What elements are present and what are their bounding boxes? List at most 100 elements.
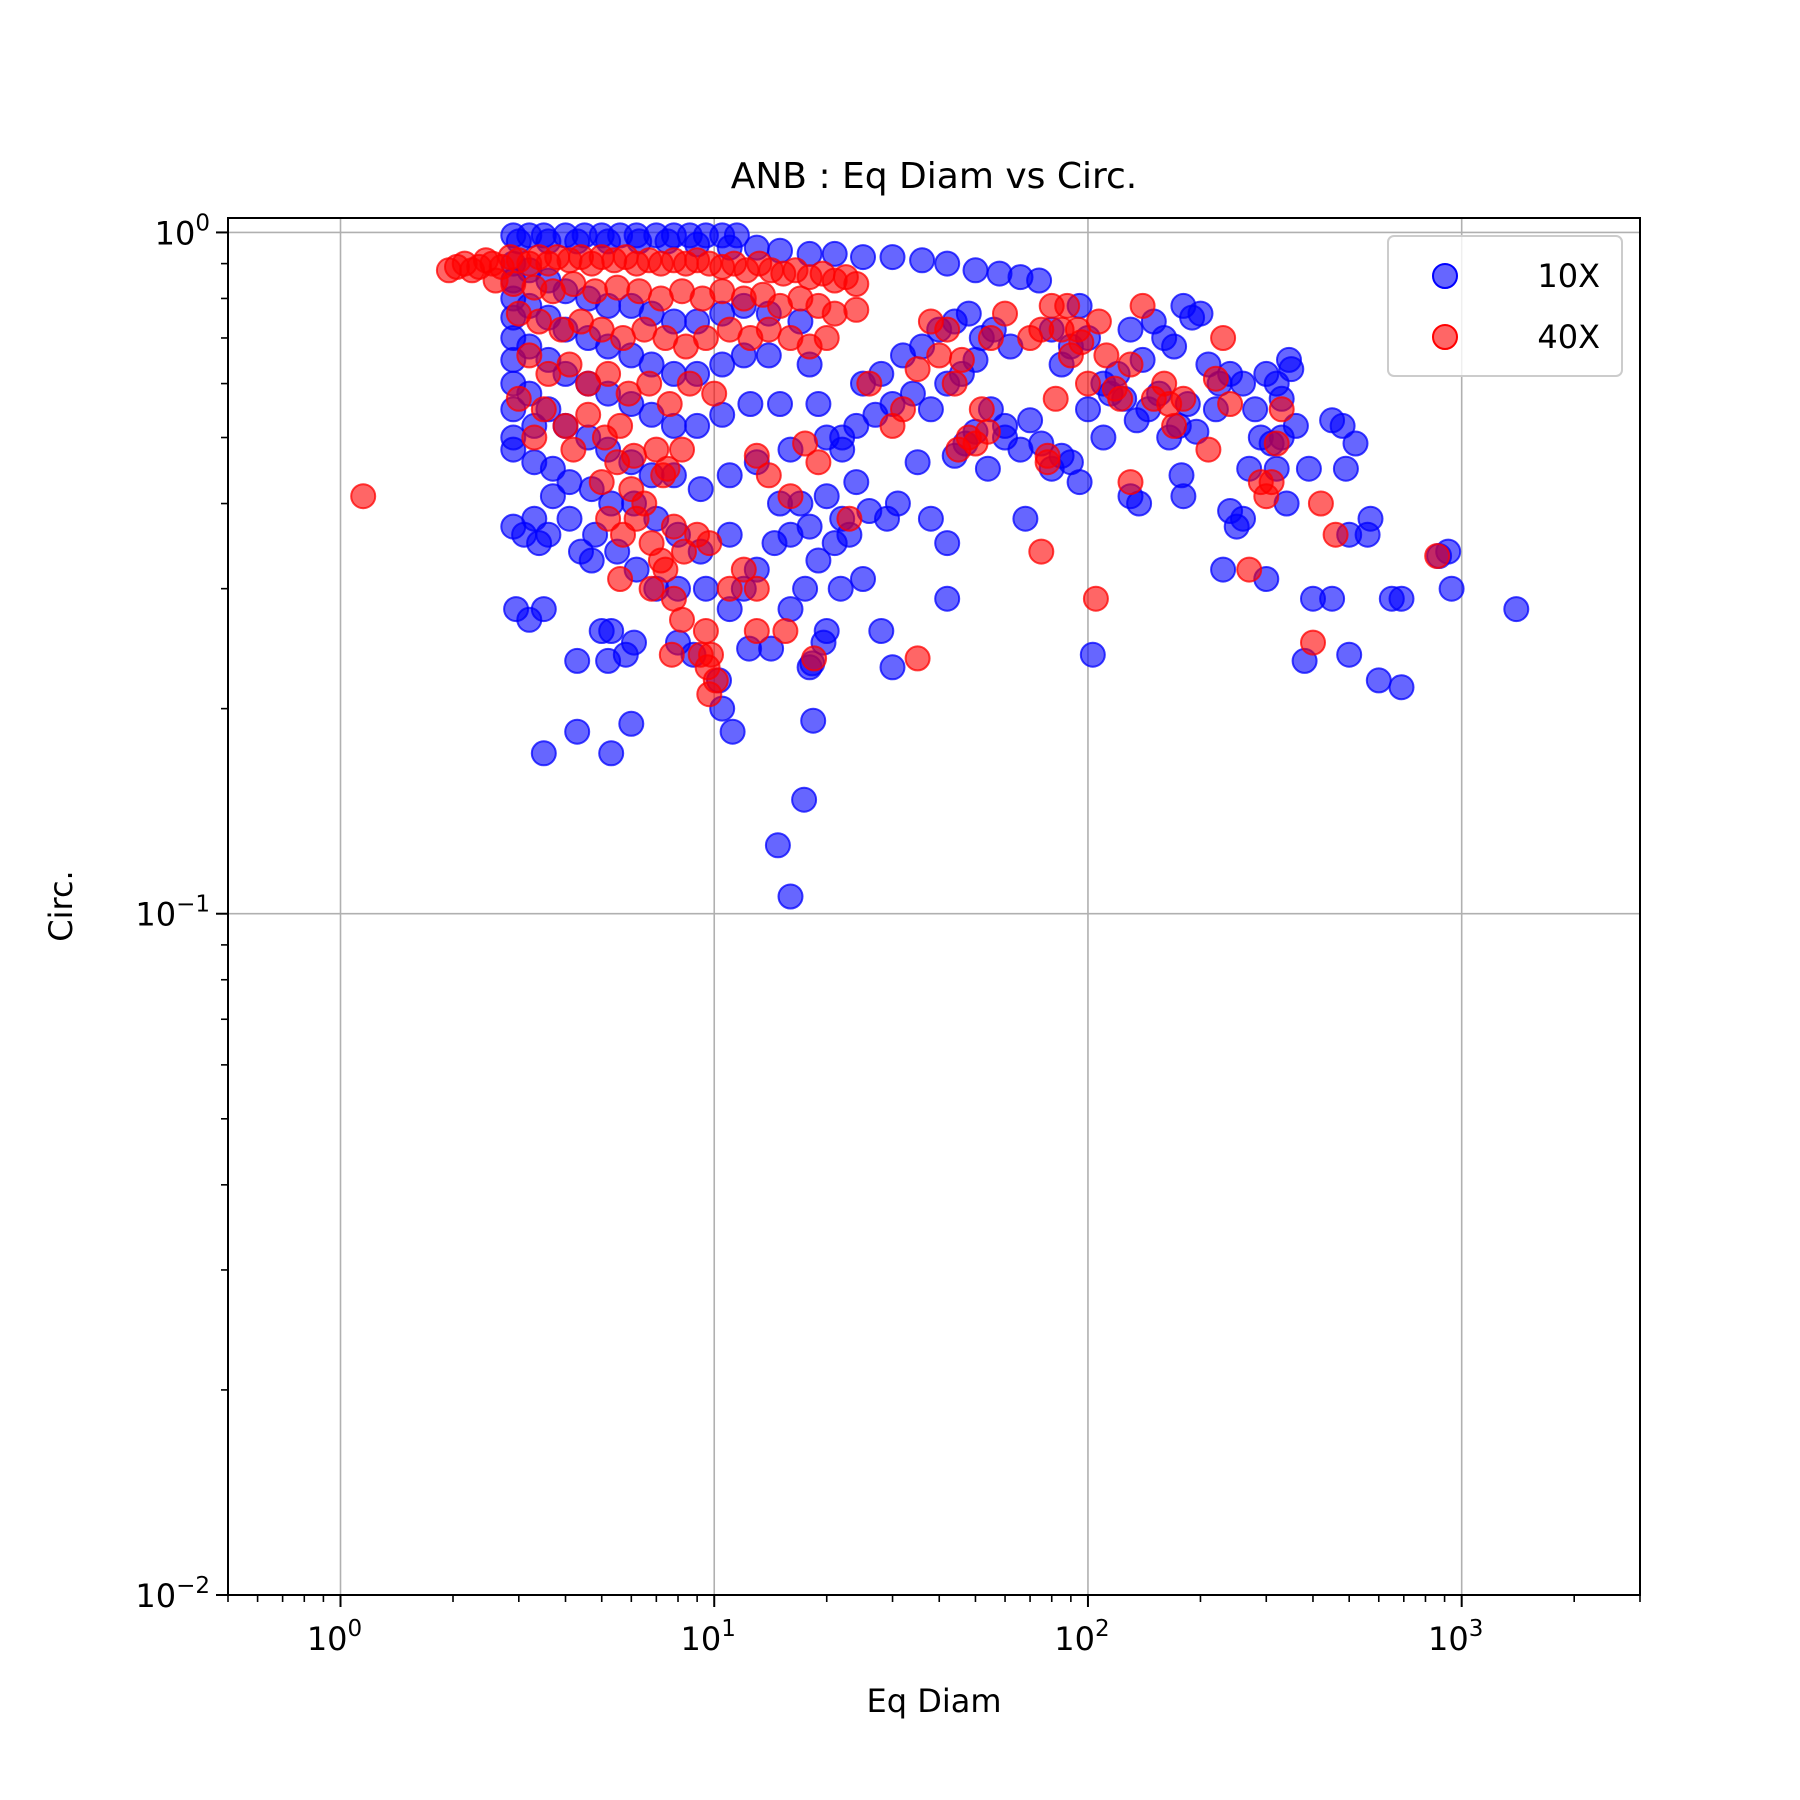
data-point — [521, 424, 548, 451]
data-point — [687, 476, 714, 503]
data-point — [1093, 342, 1120, 369]
x-tick-exponent: 3 — [1469, 1616, 1484, 1642]
data-point — [564, 718, 591, 745]
data-point — [1107, 385, 1134, 412]
data-point — [696, 681, 723, 708]
data-point — [890, 396, 916, 423]
data-point — [1329, 412, 1356, 439]
data-point — [1195, 436, 1222, 463]
x-tick-base: 10 — [1054, 1620, 1095, 1658]
data-point — [934, 250, 961, 277]
data-point — [607, 566, 634, 592]
data-point — [598, 618, 625, 644]
data-point — [904, 356, 931, 383]
data-point — [621, 629, 647, 656]
data-point — [791, 786, 818, 813]
x-tick-base: 10 — [1428, 1620, 1469, 1658]
data-point — [777, 883, 804, 910]
data-point — [843, 271, 870, 297]
legend-marker-40x — [1432, 324, 1458, 350]
data-point — [552, 412, 579, 439]
data-point — [1161, 412, 1188, 439]
data-point — [1066, 469, 1093, 496]
data-point — [1117, 316, 1144, 343]
data-point — [884, 490, 911, 517]
data-point — [1336, 641, 1363, 668]
data-point — [777, 596, 804, 623]
y-tick-label: 100 — [155, 210, 210, 252]
data-point — [1263, 430, 1290, 457]
data-point — [856, 370, 883, 397]
data-point — [948, 346, 975, 373]
data-point — [777, 483, 804, 510]
data-point — [934, 530, 961, 557]
data-point — [696, 530, 723, 557]
data-point — [1388, 585, 1415, 612]
data-point — [1170, 483, 1197, 510]
data-point — [1210, 556, 1237, 583]
data-point — [986, 260, 1013, 287]
data-point — [909, 247, 936, 274]
x-tick-base: 10 — [681, 1620, 722, 1658]
data-point — [1365, 667, 1392, 694]
data-point — [1268, 396, 1295, 423]
data-point — [650, 462, 677, 489]
data-point — [1026, 267, 1053, 294]
data-point — [764, 832, 791, 859]
data-point — [941, 370, 968, 397]
data-point — [1075, 370, 1101, 397]
data-point — [578, 547, 605, 574]
data-point — [1236, 556, 1263, 583]
data-point — [636, 370, 663, 397]
data-point — [813, 618, 840, 644]
x-tick-label: 102 — [1054, 1616, 1109, 1658]
data-point — [669, 606, 695, 633]
data-point — [626, 278, 653, 305]
data-point — [1342, 430, 1369, 457]
x-tick-base: 10 — [307, 1620, 348, 1658]
data-point — [968, 396, 995, 423]
data-point — [813, 325, 840, 351]
data-point — [556, 351, 583, 378]
y-tick-exponent: −1 — [176, 892, 210, 918]
data-point — [1278, 356, 1305, 383]
data-point — [955, 300, 982, 327]
data-point — [692, 575, 719, 602]
data-point — [1129, 292, 1156, 319]
data-point — [730, 556, 757, 583]
data-point — [917, 396, 944, 423]
y-tick-label: 10−1 — [135, 892, 210, 934]
data-point — [607, 412, 634, 439]
data-point — [660, 513, 687, 540]
data-point — [805, 391, 832, 417]
data-point — [1503, 596, 1530, 623]
data-point — [598, 740, 625, 767]
data-point — [1300, 629, 1326, 656]
data-point — [879, 654, 906, 681]
data-point — [1082, 585, 1109, 612]
data-point — [755, 462, 782, 489]
data-point — [1079, 641, 1106, 668]
data-point — [1054, 292, 1081, 319]
data-point — [800, 707, 827, 734]
data-point — [560, 436, 587, 463]
data-point — [1438, 575, 1465, 602]
data-point — [737, 391, 764, 417]
data-point — [500, 271, 527, 297]
data-point — [1388, 674, 1415, 701]
data-point — [843, 412, 870, 439]
data-point — [1307, 490, 1334, 517]
data-point — [934, 316, 961, 343]
data-point — [1085, 308, 1112, 335]
data-point — [1210, 325, 1237, 351]
data-point — [595, 360, 622, 387]
data-point — [767, 391, 793, 417]
data-point — [539, 483, 566, 510]
data-point — [716, 575, 743, 602]
data-point — [974, 455, 1001, 482]
grid — [228, 218, 1640, 1596]
data-point — [588, 469, 615, 496]
data-point — [1042, 385, 1069, 412]
data-point — [618, 710, 645, 737]
data-point — [350, 483, 377, 510]
